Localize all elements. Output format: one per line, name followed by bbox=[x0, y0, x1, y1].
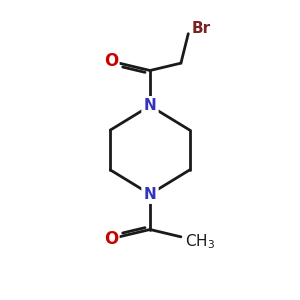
Text: O: O bbox=[104, 52, 118, 70]
Text: O: O bbox=[104, 230, 118, 248]
Text: CH$_3$: CH$_3$ bbox=[185, 232, 215, 250]
Text: Br: Br bbox=[192, 21, 211, 36]
Text: N: N bbox=[144, 98, 156, 113]
Text: N: N bbox=[144, 187, 156, 202]
